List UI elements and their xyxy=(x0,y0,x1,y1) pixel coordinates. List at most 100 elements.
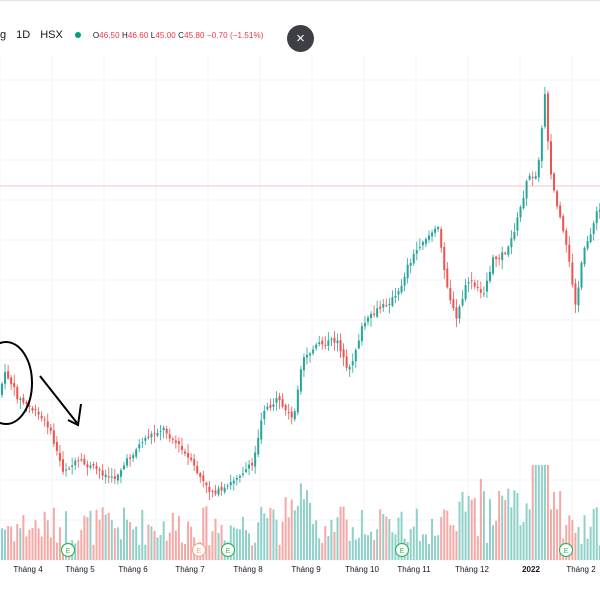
volume-bar xyxy=(138,544,141,560)
volume-bar xyxy=(245,530,247,560)
candle-body xyxy=(556,191,559,207)
volume-bar xyxy=(287,517,290,560)
candle-body xyxy=(479,289,482,293)
volume-bar xyxy=(83,515,86,560)
volume-bar xyxy=(370,531,373,560)
volume-bar xyxy=(522,521,525,560)
volume-bar xyxy=(586,538,589,560)
candle-body xyxy=(193,459,196,466)
candle-body xyxy=(196,465,199,474)
candle-body xyxy=(415,250,418,254)
volume-bar xyxy=(507,488,510,560)
volume-bar xyxy=(559,491,562,560)
volume-bar xyxy=(37,528,40,560)
candle-body xyxy=(357,340,360,349)
candle-body xyxy=(293,411,296,420)
candle-body xyxy=(95,466,98,470)
candle-body xyxy=(184,451,186,454)
volume-bar xyxy=(46,520,49,560)
candle-body xyxy=(10,377,13,385)
candle-body xyxy=(458,306,461,319)
x-axis-label: Tháng 10 xyxy=(345,565,379,574)
candle-body xyxy=(586,241,589,249)
volume-bar xyxy=(397,517,400,560)
candle-body xyxy=(598,209,600,212)
candle-body xyxy=(360,326,363,342)
timeframe[interactable]: 1D xyxy=(16,29,31,41)
candle-body xyxy=(1,383,3,395)
volume-bar xyxy=(34,520,37,560)
candle-body xyxy=(589,234,592,243)
volume-bar xyxy=(141,509,144,560)
volume-bar xyxy=(519,525,522,560)
candle-body xyxy=(412,253,415,264)
candle-body xyxy=(68,468,71,470)
volume-bar xyxy=(101,507,104,560)
volume-bar xyxy=(394,534,397,560)
candle-body xyxy=(403,276,406,286)
volume-bar xyxy=(74,543,77,560)
candle-body xyxy=(141,442,144,444)
volume-bar xyxy=(321,542,324,560)
event-marker-label: E xyxy=(564,548,569,555)
x-axis-label: Tháng 7 xyxy=(175,565,205,574)
candle-body xyxy=(257,437,260,455)
volume-bar xyxy=(208,545,211,560)
volume-bar xyxy=(156,537,159,560)
volume-bar xyxy=(150,526,153,560)
volume-bar xyxy=(333,531,336,560)
volume-bar xyxy=(171,512,174,560)
volume-bar xyxy=(263,513,266,560)
volume-bar xyxy=(254,542,257,560)
candle-body xyxy=(476,286,479,288)
candle-body xyxy=(495,256,498,260)
volume-bar xyxy=(272,509,275,560)
candle-body xyxy=(528,175,531,180)
candle-body xyxy=(190,457,193,460)
candle-body xyxy=(565,230,568,245)
candle-body xyxy=(440,228,443,248)
candle-body xyxy=(595,211,598,224)
symbol-name[interactable]: g xyxy=(0,29,7,41)
annotation-arrow-shaft xyxy=(39,375,78,424)
volume-bar xyxy=(28,529,31,560)
volume-bar xyxy=(367,535,369,560)
x-axis-label: Tháng 5 xyxy=(65,565,95,574)
event-marker-label: E xyxy=(400,548,405,555)
close-button[interactable]: × xyxy=(287,25,314,52)
volume-bar xyxy=(482,491,485,560)
candle-body xyxy=(208,486,211,492)
candle-body xyxy=(421,241,424,246)
candle-body xyxy=(180,445,183,451)
volume-bar xyxy=(10,526,13,560)
volume-bar xyxy=(40,536,43,560)
volume-bar xyxy=(19,528,22,560)
volume-bar xyxy=(107,512,110,560)
open-value: 46.50 xyxy=(99,30,120,40)
volume-bar xyxy=(266,518,269,560)
candle-body xyxy=(260,420,263,440)
candle-body xyxy=(281,399,284,407)
volume-bar xyxy=(49,537,52,560)
volume-bar xyxy=(89,510,92,560)
volume-bar xyxy=(431,518,434,560)
volume-bar xyxy=(516,492,519,560)
volume-bar xyxy=(467,495,470,560)
candle-body xyxy=(16,386,19,400)
x-axis-label: Tháng 2 xyxy=(566,565,596,574)
candle-body xyxy=(507,246,510,255)
candle-body xyxy=(370,313,373,319)
candle-body xyxy=(437,227,440,230)
candle-body xyxy=(126,458,129,466)
volume-bar xyxy=(86,517,89,560)
candle-body xyxy=(144,437,147,441)
volume-bar xyxy=(336,517,339,560)
event-marker-label: E xyxy=(66,548,71,555)
x-axis-label: Tháng 9 xyxy=(291,565,321,574)
candle-body xyxy=(342,349,345,358)
volume-bar xyxy=(248,533,251,560)
candle-body xyxy=(501,252,504,261)
chart-grid xyxy=(0,55,600,561)
volume-bar xyxy=(116,527,119,560)
